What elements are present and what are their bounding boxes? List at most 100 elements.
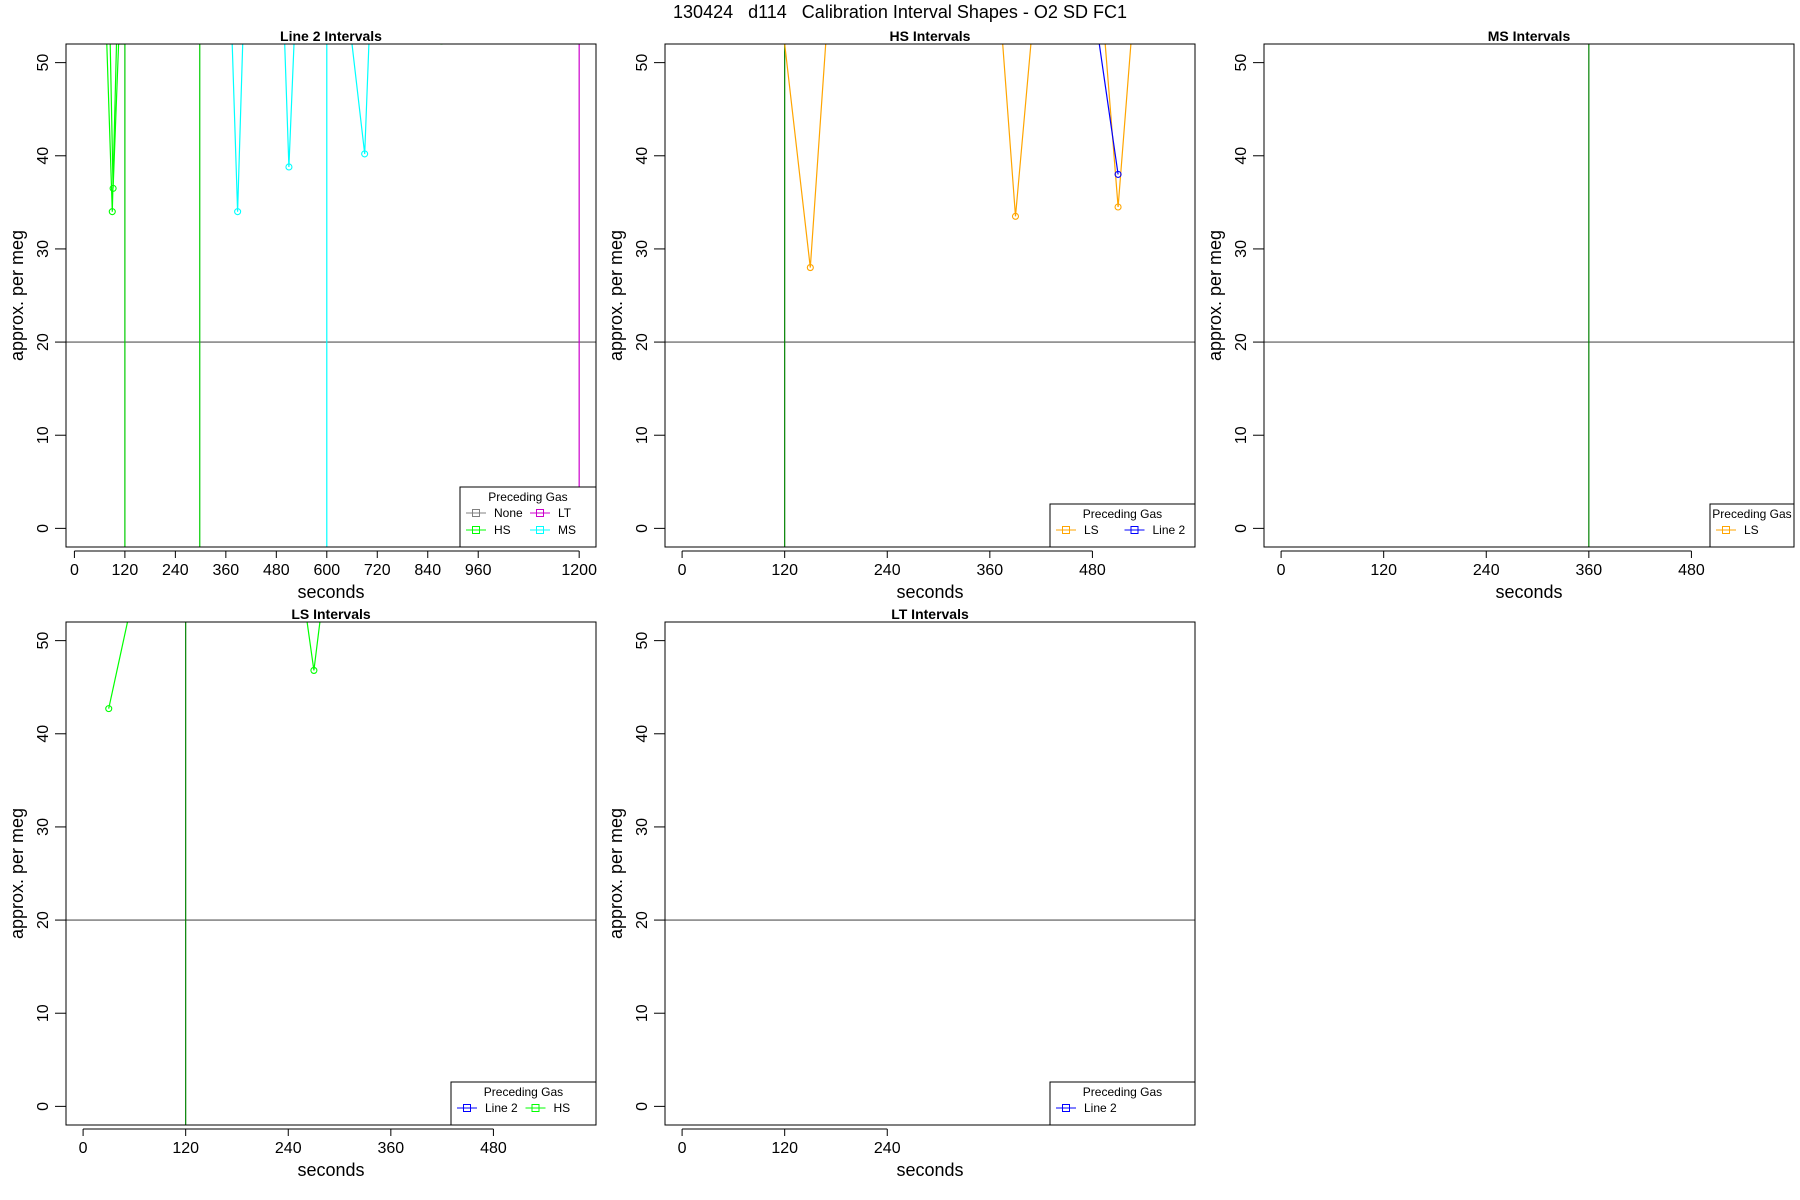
x-tick-label: 0 <box>70 562 79 579</box>
x-tick-label: 0 <box>678 1140 687 1157</box>
y-tick-label: 0 <box>634 524 651 533</box>
y-tick-label: 0 <box>1233 524 1250 533</box>
legend-entry: MS <box>558 523 576 537</box>
x-tick-label: 120 <box>1370 562 1397 579</box>
data-point <box>234 208 242 216</box>
legend-entry: LT <box>558 506 572 520</box>
x-axis-label: seconds <box>297 582 364 602</box>
x-axis-label: seconds <box>297 1160 364 1180</box>
x-tick-label: 480 <box>1678 562 1705 579</box>
data-point <box>109 184 117 192</box>
x-tick-label: 720 <box>364 562 391 579</box>
x-tick-label: 120 <box>771 1140 798 1157</box>
legend-box <box>450 1081 597 1126</box>
x-tick-label: 360 <box>976 562 1003 579</box>
y-tick-label: 50 <box>634 54 651 72</box>
data-point <box>108 208 116 216</box>
legend-box <box>459 486 597 548</box>
y-tick-label: 10 <box>1233 426 1250 444</box>
series-line <box>1104 44 1132 208</box>
chart-panel: HS Intervals 0 120 240 360 480 seconds 0 10 20 30 4… <box>606 28 1196 602</box>
data-point <box>105 705 113 713</box>
x-tick-label: 360 <box>212 562 239 579</box>
series-group <box>106 44 443 216</box>
x-tick-label: 0 <box>1277 562 1286 579</box>
legend-swatch-marker <box>1722 526 1730 534</box>
y-tick-label: 10 <box>634 426 651 444</box>
x-tick-label: 1200 <box>561 562 597 579</box>
y-tick-label: 40 <box>634 725 651 743</box>
y-axis-label: approx. per meg <box>606 808 626 939</box>
legend: Preceding Gas None LT HS MS <box>459 486 597 548</box>
data-point <box>285 163 293 171</box>
plot-frame <box>65 43 597 548</box>
y-tick-label: 20 <box>634 911 651 929</box>
y-tick-label: 20 <box>35 333 52 351</box>
series-line <box>351 44 370 154</box>
legend-swatch-marker <box>536 526 544 534</box>
x-axis-label: seconds <box>896 582 963 602</box>
data-point <box>1011 212 1020 220</box>
legend-entry: LS <box>1744 523 1759 537</box>
plot-frame <box>664 621 1196 1126</box>
x-tick-label: 360 <box>1575 562 1602 579</box>
data-point <box>806 264 814 272</box>
legend-swatch-marker <box>472 526 480 534</box>
panel-title: HS Intervals <box>890 28 971 44</box>
y-tick-label: 50 <box>634 632 651 650</box>
chart-panel: MS Intervals 0 120 240 360 480 seconds 0 10 20 30 4… <box>1205 28 1795 602</box>
x-tick-label: 480 <box>1079 562 1106 579</box>
y-axis-label: approx. per meg <box>606 230 626 361</box>
panel-title: MS Intervals <box>1488 28 1571 44</box>
x-tick-label: 240 <box>874 562 901 579</box>
x-tick-label: 480 <box>263 562 290 579</box>
chart-panel: LS Intervals 0 120 240 360 480 seconds 0 10 20 30 4… <box>7 606 597 1180</box>
plot-frame <box>1263 43 1795 548</box>
y-tick-label: 0 <box>35 524 52 533</box>
legend-swatch-marker <box>463 1104 471 1112</box>
legend-entry: HS <box>554 1101 571 1115</box>
y-tick-label: 10 <box>35 1004 52 1022</box>
y-tick-label: 40 <box>35 147 52 165</box>
x-tick-label: 240 <box>162 562 189 579</box>
data-point <box>310 666 318 674</box>
y-tick-label: 20 <box>35 911 52 929</box>
legend-title: Preceding Gas <box>488 490 567 504</box>
legend-title: Preceding Gas <box>1083 507 1162 521</box>
legend-entry: Line 2 <box>485 1101 518 1115</box>
x-tick-label: 120 <box>172 1140 199 1157</box>
legend: Preceding Gas Line 2 <box>1049 1081 1196 1126</box>
y-tick-label: 0 <box>634 1102 651 1111</box>
x-tick-label: 360 <box>377 1140 404 1157</box>
legend-box <box>1049 503 1196 548</box>
panel-title: LS Intervals <box>291 606 371 622</box>
legend-entry: HS <box>494 523 511 537</box>
x-tick-label: 0 <box>678 562 687 579</box>
y-tick-label: 0 <box>35 1102 52 1111</box>
y-tick-label: 30 <box>634 240 651 258</box>
y-tick-label: 10 <box>35 426 52 444</box>
legend-entry: Line 2 <box>1153 523 1186 537</box>
series-group <box>105 622 321 713</box>
legend-title: Preceding Gas <box>484 1085 563 1099</box>
series-line <box>109 44 124 189</box>
data-point <box>361 150 369 158</box>
series-line <box>784 44 827 268</box>
y-tick-label: 30 <box>35 818 52 836</box>
x-tick-label: 240 <box>1473 562 1500 579</box>
series-line <box>284 44 295 168</box>
x-tick-label: 840 <box>414 562 441 579</box>
series-line <box>306 622 321 671</box>
chart-panel: Line 2 Intervals 0 120 240 360 480 600 720 840 96… <box>7 28 597 602</box>
x-tick-label: 480 <box>480 1140 507 1157</box>
legend-title: Preceding Gas <box>1712 507 1791 521</box>
legend-swatch-marker <box>472 509 480 517</box>
y-tick-label: 20 <box>1233 333 1250 351</box>
y-tick-label: 30 <box>35 240 52 258</box>
x-tick-label: 0 <box>79 1140 88 1157</box>
series-line <box>1002 44 1032 217</box>
legend-swatch-marker <box>531 1104 540 1112</box>
legend-swatch-marker <box>1062 1104 1070 1112</box>
x-tick-label: 240 <box>874 1140 901 1157</box>
y-tick-label: 40 <box>35 725 52 743</box>
